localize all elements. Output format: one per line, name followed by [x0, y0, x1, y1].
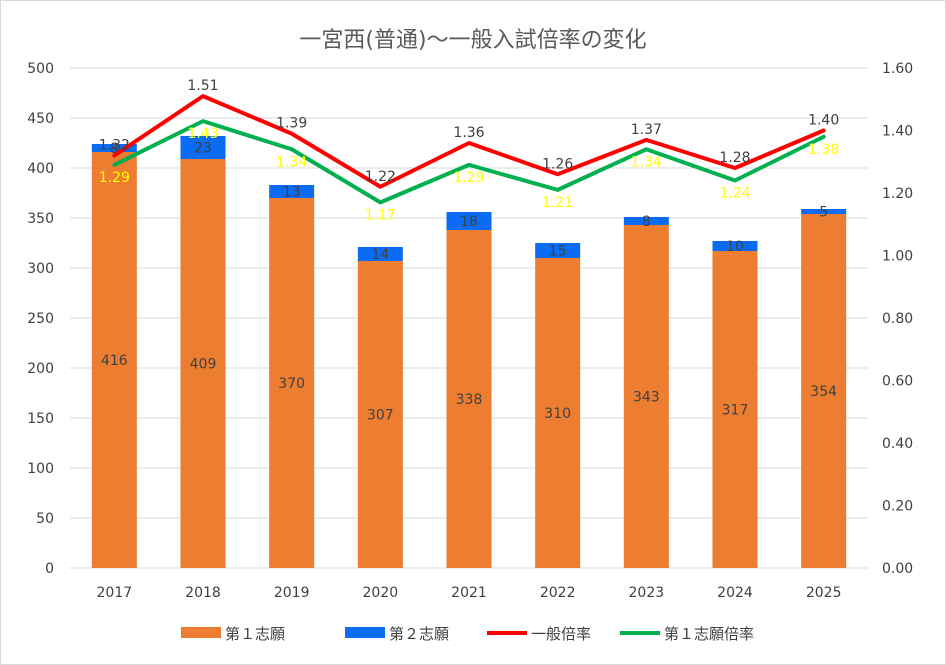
bar-first-choice [535, 258, 581, 568]
y-right-tick-label: 1.60 [882, 61, 913, 77]
x-tick-label: 2019 [274, 585, 310, 601]
general-ratio-label: 1.51 [187, 78, 218, 94]
general-ratio-label: 1.40 [808, 113, 839, 129]
general-ratio-label: 1.26 [542, 156, 573, 172]
x-tick-label: 2017 [97, 585, 133, 601]
x-tick-label: 2025 [806, 585, 842, 601]
bar-first-choice-value: 343 [633, 390, 660, 406]
chart-title: 一宮西(普通)〜一般入試倍率の変化 [299, 28, 646, 53]
y-right-tick-label: 0.00 [882, 561, 913, 577]
y-right-tick-label: 0.80 [882, 311, 913, 327]
first-choice-ratio-label: 1.34 [276, 154, 307, 170]
y-left-tick-label: 300 [27, 261, 54, 277]
y-left-tick-label: 450 [27, 111, 54, 127]
y-left-tick-label: 250 [27, 311, 54, 327]
bar-first-choice [623, 225, 669, 568]
bar-first-choice-value: 370 [278, 376, 305, 392]
bar-second-choice-value: 13 [283, 185, 301, 201]
bar-second-choice [712, 241, 758, 251]
x-tick-label: 2018 [185, 585, 221, 601]
bar-first-choice [180, 159, 226, 568]
general-ratio-label: 1.32 [99, 138, 130, 154]
y-right-tick-label: 0.40 [882, 436, 913, 452]
y-right-tick-label: 1.40 [882, 124, 913, 140]
bar-first-choice-value: 307 [367, 408, 394, 424]
general-ratio-label: 1.37 [631, 122, 662, 138]
first-choice-ratio-line [112, 119, 826, 205]
general-ratio-label: 1.36 [453, 125, 484, 141]
bar-second-choice-value: 5 [819, 205, 828, 221]
bar-second-choice-value: 18 [460, 214, 478, 230]
legend-label: 第２志願 [389, 625, 449, 643]
y-left-tick-label: 350 [27, 211, 54, 227]
legend-swatch [345, 627, 385, 638]
x-tick-label: 2022 [540, 585, 576, 601]
y-right-tick-label: 0.60 [882, 374, 913, 390]
bar-first-choice [91, 152, 137, 568]
legend-label: 一般倍率 [531, 625, 591, 643]
x-tick-label: 2020 [363, 585, 399, 601]
bar-second-choice-value: 8 [110, 141, 119, 157]
y-left-tick-label: 150 [27, 411, 54, 427]
bar-first-choice-value: 338 [456, 392, 483, 408]
legend-label: 第１志願倍率 [664, 625, 754, 643]
first-choice-ratio-label: 1.38 [808, 142, 839, 158]
bar-first-choice [357, 261, 403, 568]
first-choice-ratio-label: 1.34 [631, 154, 662, 170]
y-left-tick-label: 500 [27, 61, 54, 77]
legend-label: 第１志願 [225, 625, 285, 643]
first-choice-ratio-label: 1.21 [542, 195, 573, 211]
bar-second-choice-value: 15 [549, 244, 567, 260]
bar-first-choice-value: 317 [722, 403, 749, 419]
bar-second-choice [357, 247, 403, 261]
y-left-tick-label: 400 [27, 161, 54, 177]
bar-first-choice-value: 416 [101, 353, 128, 369]
legend-swatch [181, 627, 221, 638]
bar-second-choice-value: 14 [371, 247, 389, 263]
first-choice-ratio-label: 1.29 [99, 170, 130, 186]
bar-first-choice-value: 354 [810, 384, 837, 400]
general-ratio-label: 1.22 [365, 169, 396, 185]
first-choice-ratio-label: 1.43 [187, 126, 218, 142]
bar-second-choice [801, 209, 847, 214]
bar-first-choice-value: 310 [544, 406, 571, 422]
bar-first-choice [712, 251, 758, 568]
y-right-tick-label: 0.20 [882, 499, 913, 515]
bar-second-choice-value: 10 [726, 239, 744, 255]
general-ratio-label: 1.28 [719, 150, 750, 166]
bar-second-choice-value: 8 [642, 214, 651, 230]
bar-second-choice [180, 136, 226, 159]
bar-second-choice [535, 243, 581, 258]
first-choice-ratio-label: 1.24 [719, 186, 750, 202]
bar-first-choice [446, 230, 492, 568]
bar-second-choice [269, 185, 315, 198]
first-choice-ratio-label: 1.17 [365, 207, 396, 223]
y-left-tick-label: 0 [45, 561, 54, 577]
y-right-tick-label: 1.00 [882, 249, 913, 265]
bar-second-choice [446, 212, 492, 230]
bar-second-choice [623, 217, 669, 225]
general-ratio-line [112, 94, 826, 189]
y-left-tick-label: 200 [27, 361, 54, 377]
y-left-tick-label: 100 [27, 461, 54, 477]
first-choice-ratio-label: 1.29 [453, 170, 484, 186]
bar-first-choice [801, 214, 847, 568]
x-tick-label: 2024 [717, 585, 753, 601]
bar-second-choice [91, 144, 137, 152]
y-left-tick-label: 50 [36, 511, 54, 527]
x-tick-label: 2023 [629, 585, 665, 601]
bar-first-choice [269, 198, 315, 568]
y-right-tick-label: 1.20 [882, 186, 913, 202]
bar-second-choice-value: 23 [194, 141, 212, 157]
bar-first-choice-value: 409 [190, 357, 217, 373]
general-ratio-label: 1.39 [276, 116, 307, 132]
x-tick-label: 2021 [451, 585, 487, 601]
